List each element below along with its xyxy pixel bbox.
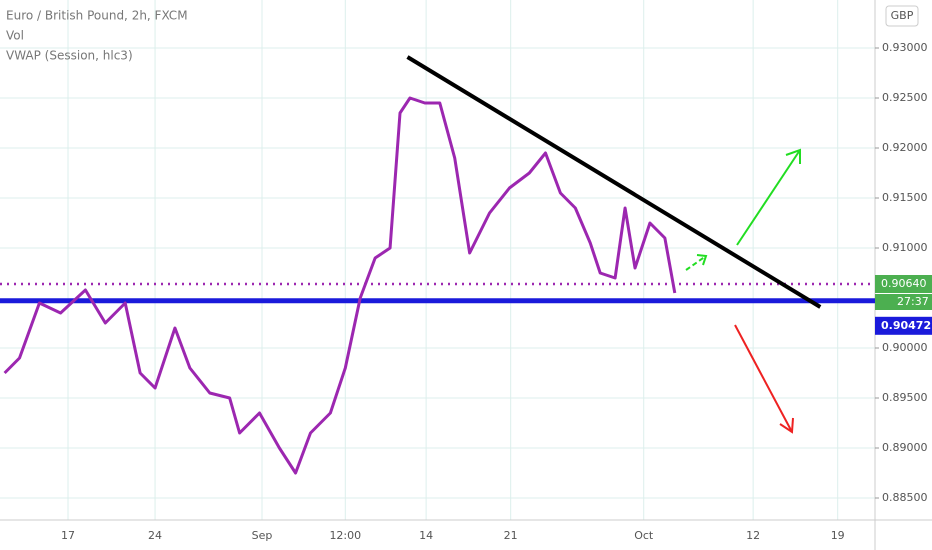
x-tick-label: 12:00 (329, 529, 361, 542)
grid (0, 0, 875, 520)
y-tick-label: 0.89500 (882, 391, 928, 404)
y-tick-label: 0.92000 (882, 141, 928, 154)
trendline (406, 55, 822, 309)
x-tick-label: 17 (61, 529, 75, 542)
x-tick-label: 14 (419, 529, 433, 542)
x-tick-label: Oct (634, 529, 654, 542)
y-tick-label: 0.90000 (882, 341, 928, 354)
x-tick-label: Sep (252, 529, 273, 542)
y-tick-label: 0.91500 (882, 191, 928, 204)
x-tick-label: 12 (746, 529, 760, 542)
support-label-box (875, 316, 932, 335)
countdown: 27:37 (897, 295, 929, 308)
currency[interactable]: GBP (891, 9, 914, 22)
x-tick-label: 19 (831, 529, 845, 542)
x-tick-label: 21 (504, 529, 518, 542)
indicator: VWAP (Session, hlc3) (6, 49, 133, 63)
y-tick-label: 0.92500 (882, 91, 928, 104)
y-tick-label: 0.89000 (882, 441, 928, 454)
price-line (3, 96, 677, 475)
arrows (685, 148, 801, 434)
indicator: Vol (6, 29, 24, 43)
countdown-box (875, 294, 932, 310)
level-label: 0.90640 (881, 277, 927, 290)
currency-button[interactable] (885, 5, 919, 27)
level-label-box (875, 275, 932, 293)
chart-title: Euro / British Pound, 2h, FXCM (6, 9, 188, 23)
support-label: 0.90472 (881, 319, 931, 332)
y-tick-label: 0.91000 (882, 241, 928, 254)
y-tick-label: 0.88500 (882, 491, 928, 504)
x-tick-label: 24 (148, 529, 162, 542)
y-tick-label: 0.93000 (882, 41, 928, 54)
